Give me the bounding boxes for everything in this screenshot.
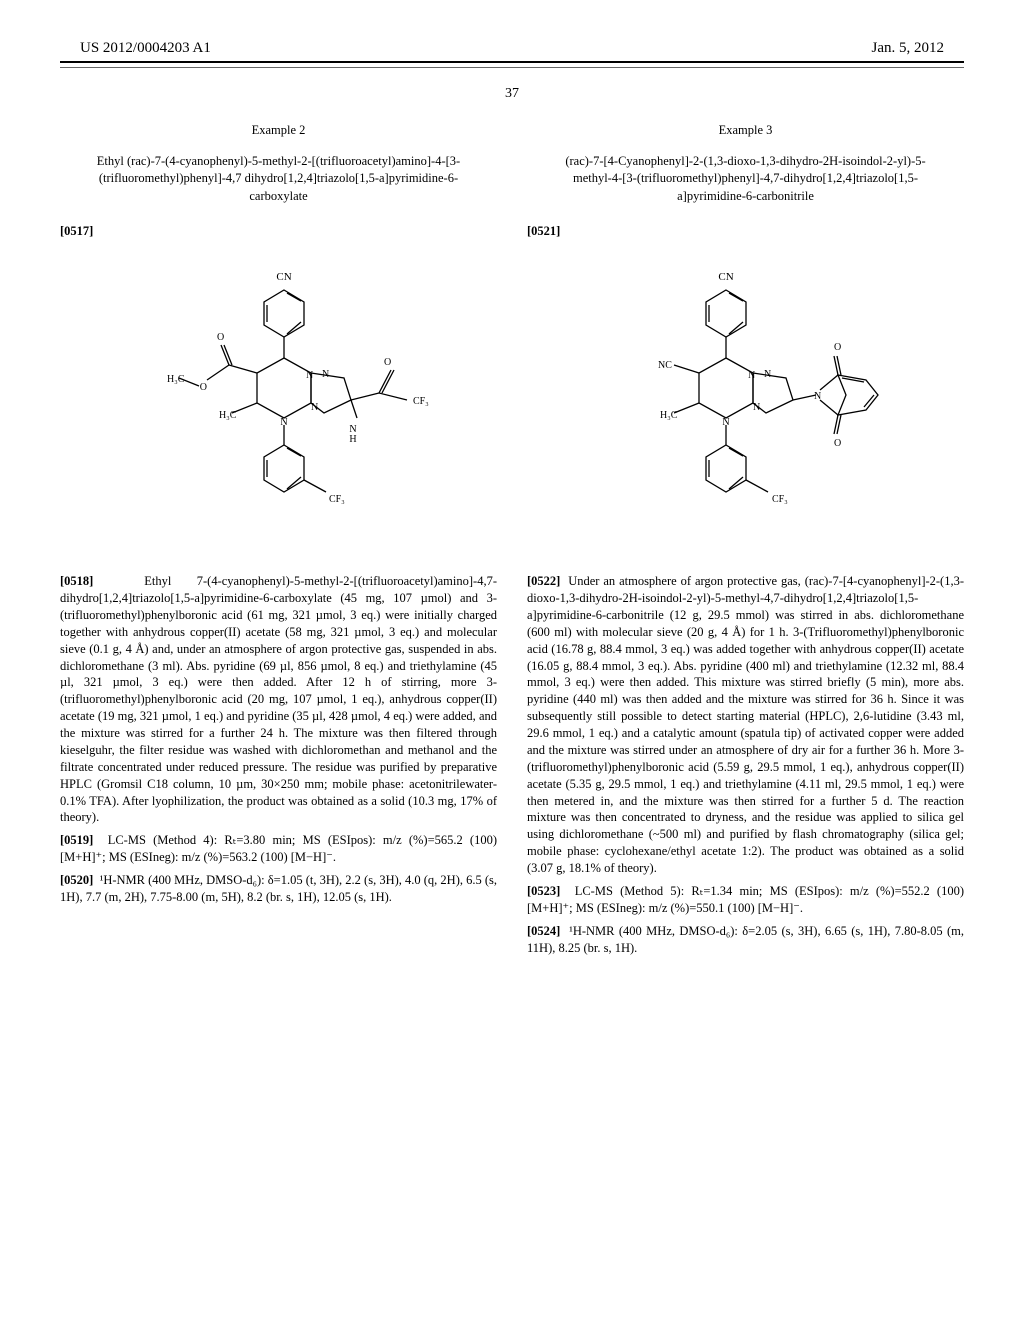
label-h3c-ester: H₃C — [167, 374, 185, 385]
example-heading-3: Example 3 — [527, 122, 964, 139]
body-0519: LC-MS (Method 4): Rₜ=3.80 min; MS (ESIpo… — [60, 833, 497, 864]
label-cf3-bottom: CF₃ — [329, 494, 345, 505]
para-0518: [0518] — [60, 574, 93, 588]
label-o-top-r: O — [834, 342, 841, 353]
left-column: Example 2 Ethyl (rac)-7-(4-cyanophenyl)-… — [60, 114, 497, 962]
para-0522: [0522] — [527, 574, 560, 588]
para-0517: [0517] — [60, 224, 93, 238]
label-h3c-methyl: H₃C — [219, 410, 237, 421]
header-rule — [60, 67, 964, 68]
chemical-structure-3: CN N N N N N — [527, 250, 964, 555]
label-h3c-r: H₃C — [660, 410, 678, 421]
svg-text:H: H — [349, 434, 356, 445]
body-0518: Ethyl 7-(4-cyanophenyl)-5-methyl-2-[(tri… — [60, 574, 497, 824]
label-cf3-r: CF₃ — [772, 494, 788, 505]
label-nc: NC — [658, 360, 672, 371]
compound-title-3: (rac)-7-[4-Cyanophenyl]-2-(1,3-dioxo-1,3… — [557, 153, 934, 206]
svg-text:N: N — [311, 402, 318, 413]
para-0524: [0524] — [527, 924, 560, 938]
svg-text:N: N — [306, 370, 313, 381]
page-number: 37 — [60, 86, 964, 102]
patent-number: US 2012/0004203 A1 — [80, 40, 211, 57]
publication-date: Jan. 5, 2012 — [872, 40, 945, 57]
label-o-left: O — [217, 332, 224, 343]
svg-text:N: N — [322, 369, 329, 380]
para-0519: [0519] — [60, 833, 93, 847]
para-0521: [0521] — [527, 224, 560, 238]
label-cn: CN — [276, 271, 291, 283]
patent-page: US 2012/0004203 A1 Jan. 5, 2012 37 Examp… — [0, 0, 1024, 1320]
two-column-body: Example 2 Ethyl (rac)-7-(4-cyanophenyl)-… — [60, 114, 964, 962]
body-0524: ¹H-NMR (400 MHz, DMSO-d₆): δ=2.05 (s, 3H… — [527, 924, 964, 955]
svg-text:O: O — [199, 382, 206, 393]
example-heading-2: Example 2 — [60, 122, 497, 139]
svg-text:N: N — [748, 370, 755, 381]
chemical-structure-2: CN N N N N — [60, 250, 497, 555]
compound-title-2: Ethyl (rac)-7-(4-cyanophenyl)-5-methyl-2… — [90, 153, 467, 206]
label-o-right: O — [384, 357, 391, 368]
para-0523: [0523] — [527, 884, 560, 898]
page-header: US 2012/0004203 A1 Jan. 5, 2012 — [60, 40, 964, 63]
right-column: Example 3 (rac)-7-[4-Cyanophenyl]-2-(1,3… — [527, 114, 964, 962]
label-o-bot-r: O — [834, 438, 841, 449]
body-0520: ¹H-NMR (400 MHz, DMSO-d₆): δ=1.05 (t, 3H… — [60, 873, 497, 904]
svg-text:N: N — [753, 402, 760, 413]
label-cf3-right: CF₃ — [413, 396, 429, 407]
body-0522: Under an atmosphere of argon protective … — [527, 574, 964, 875]
para-0520: [0520] — [60, 873, 93, 887]
svg-text:N: N — [764, 369, 771, 380]
label-cn-r: CN — [718, 271, 733, 283]
body-0523: LC-MS (Method 5): Rₜ=1.34 min; MS (ESIpo… — [527, 884, 964, 915]
